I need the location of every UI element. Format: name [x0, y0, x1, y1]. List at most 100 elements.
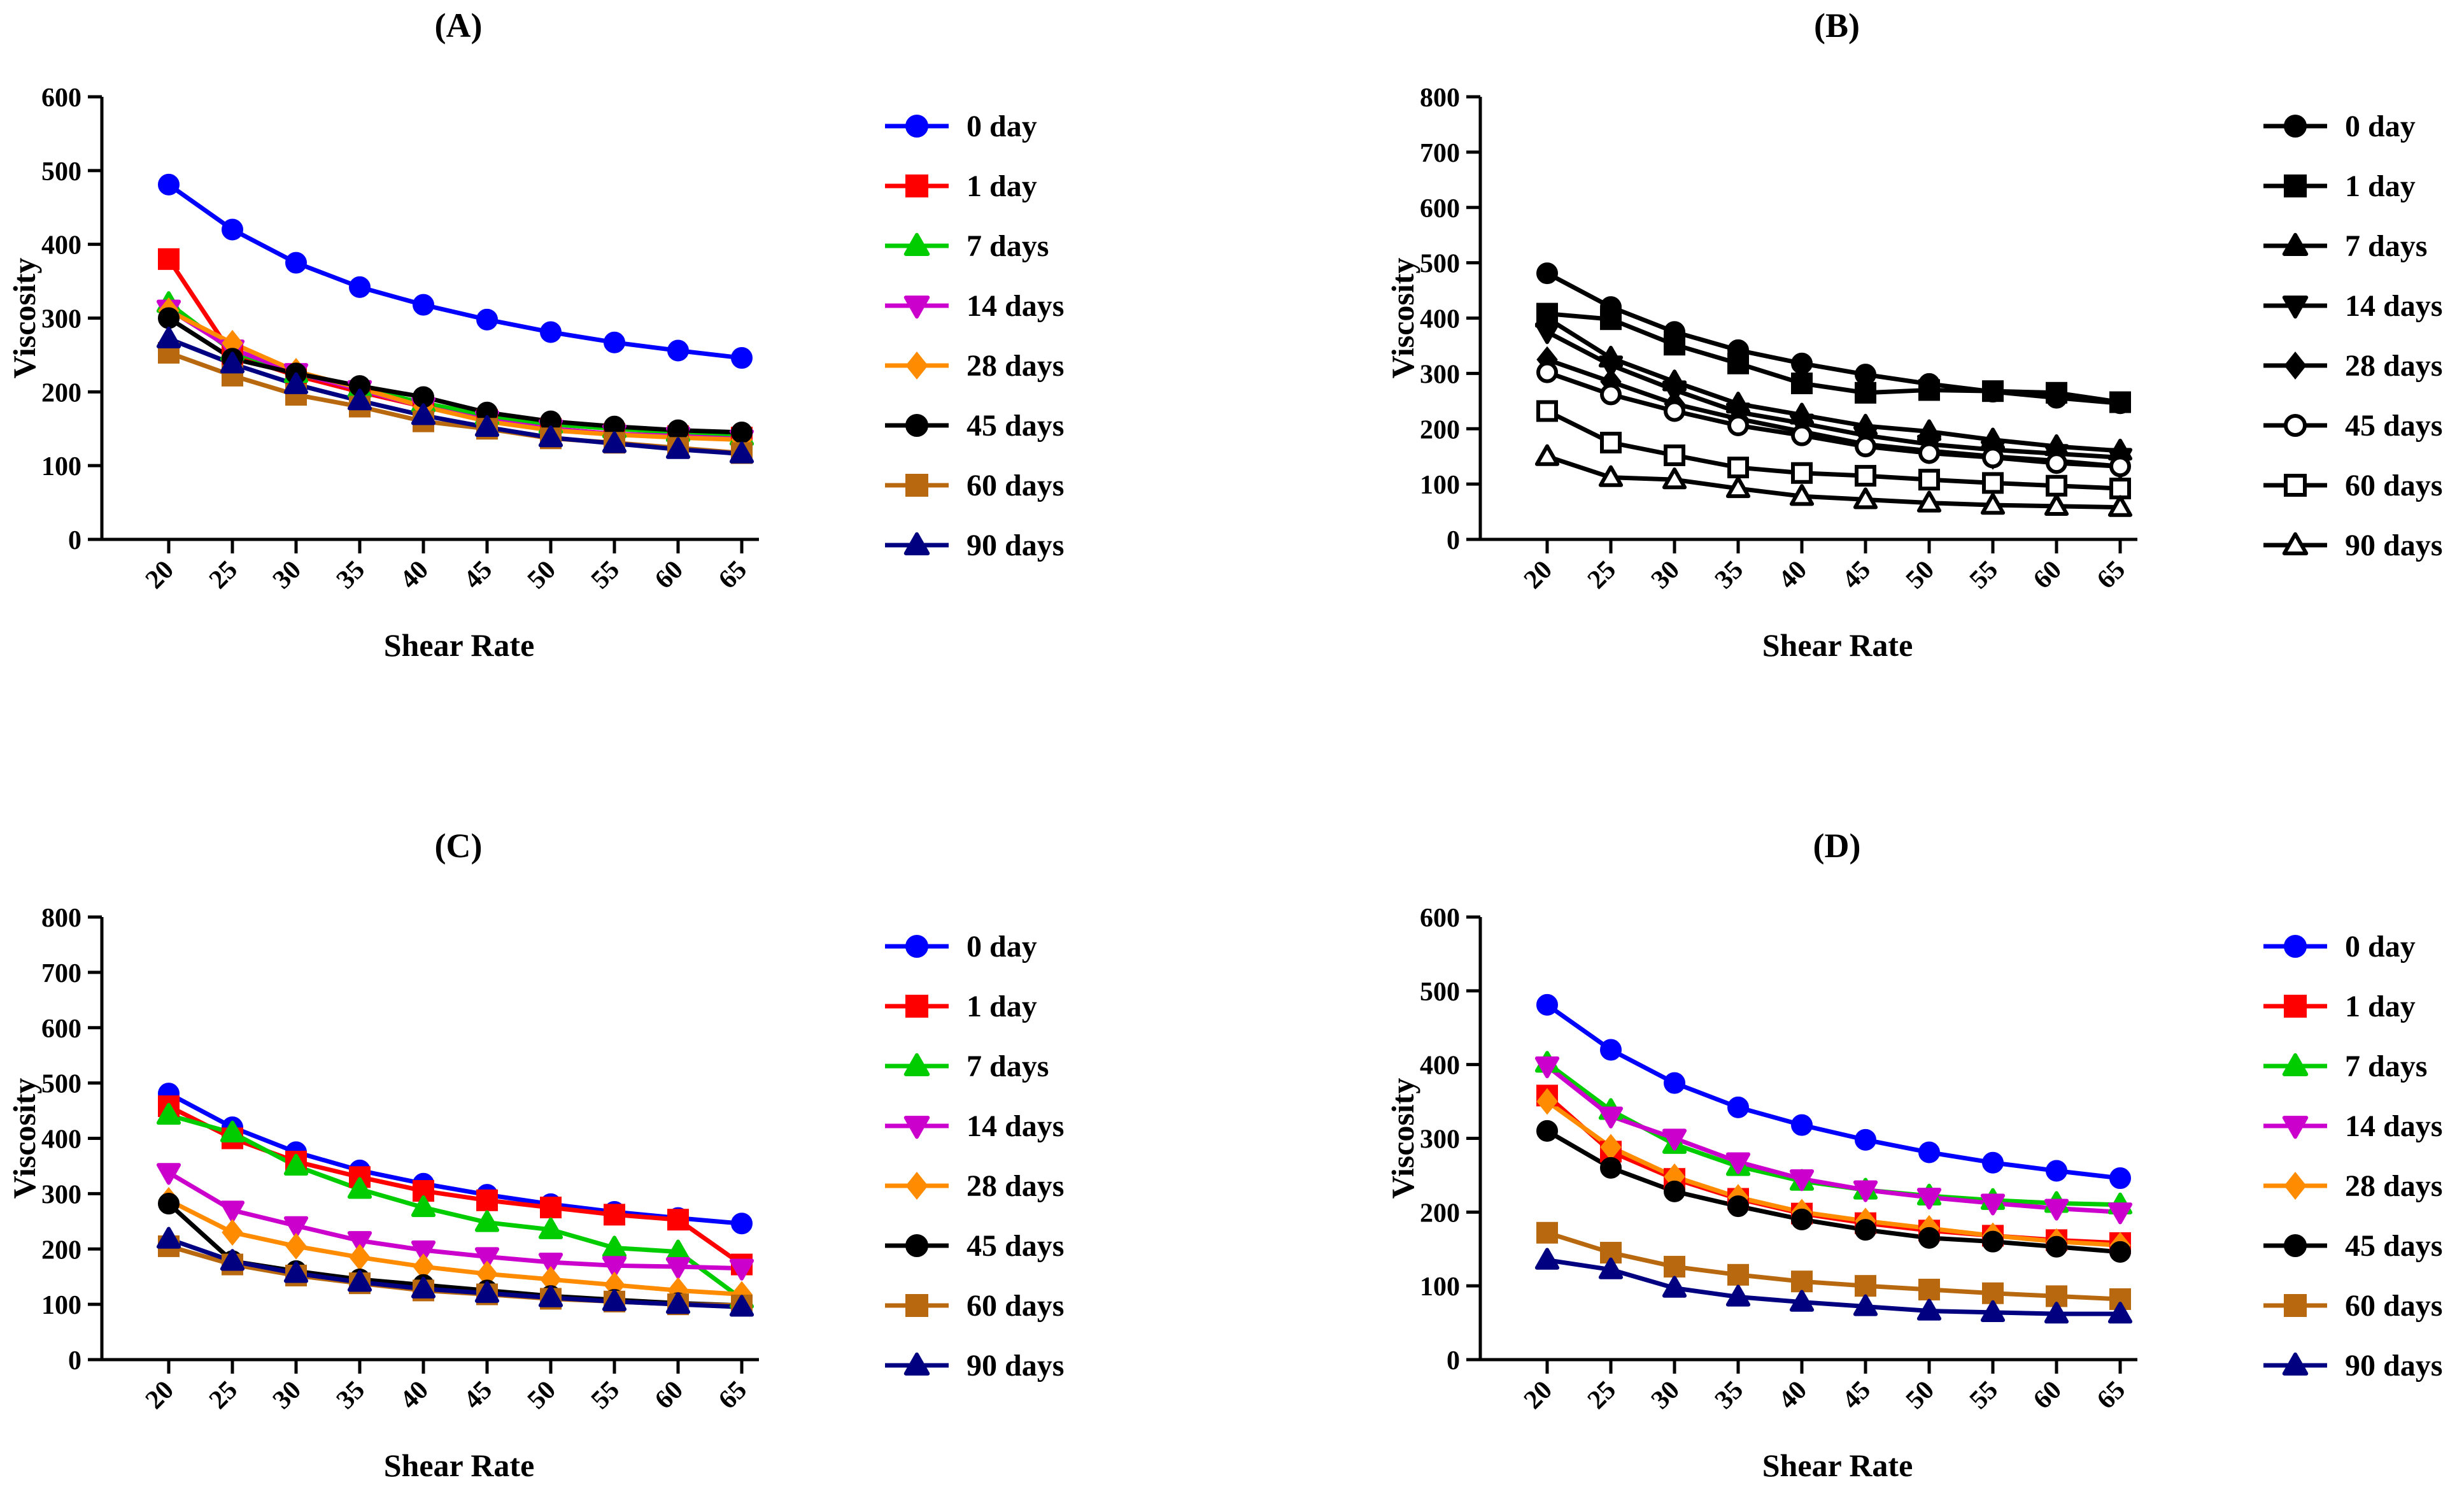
data-point [474, 1247, 500, 1269]
x-tick-label: 65 [2092, 1376, 2131, 1415]
data-point [1982, 1282, 2004, 1304]
legend-label: 7 days [2345, 1049, 2427, 1083]
x-tick-label: 25 [1582, 1376, 1622, 1415]
y-tick-label: 500 [41, 157, 81, 187]
legend-item: 45 days [885, 1229, 1064, 1263]
data-point [1791, 1114, 1813, 1136]
y-tick-label: 800 [41, 904, 81, 933]
data-point [1725, 1152, 1751, 1174]
x-tick-label: 65 [713, 1376, 753, 1415]
y-tick-label: 300 [41, 305, 81, 334]
data-point [1536, 1088, 1558, 1115]
legend-item: 7 days [2263, 229, 2427, 263]
series-line-4 [1545, 1064, 2121, 1214]
y-axis-title: Viscosity [1385, 258, 1420, 379]
data-point [283, 1261, 309, 1283]
data-point [156, 1163, 181, 1185]
y-tick-label: 100 [1420, 471, 1460, 500]
data-point [1536, 400, 1558, 422]
data-point [222, 218, 243, 241]
legend-marker [2284, 1234, 2307, 1257]
data-point [2046, 474, 2067, 497]
data-point [347, 388, 372, 411]
y-tick-label: 500 [41, 1070, 81, 1099]
x-tick-label: 40 [395, 1376, 434, 1415]
data-point [1598, 355, 1624, 378]
legend-item: 0 day [2263, 110, 2416, 143]
y-tick-label: 100 [41, 1291, 81, 1320]
data-point [1791, 1270, 1813, 1293]
y-tick-label: 0 [68, 526, 81, 555]
data-point [1853, 1294, 1878, 1316]
data-point [1725, 476, 1751, 499]
x-tick-label: 50 [1901, 555, 1940, 595]
legend-label: 28 days [966, 349, 1064, 383]
legend-label: 14 days [966, 1109, 1064, 1143]
data-point [2046, 381, 2067, 404]
data-point [1791, 352, 1813, 374]
series-line-1 [167, 1092, 742, 1226]
x-tick-label: 30 [267, 1376, 307, 1415]
legend-marker [903, 1053, 930, 1076]
y-tick-label: 0 [68, 1346, 81, 1376]
legend-label: 7 days [966, 229, 1049, 263]
legend-marker [2284, 1171, 2307, 1200]
data-point [411, 1240, 436, 1263]
data-point [665, 1256, 691, 1279]
data-point [1980, 493, 2006, 515]
data-point [2107, 1302, 2133, 1324]
legend-marker [903, 1352, 930, 1376]
panel-title: (B) [1814, 6, 1860, 45]
legend-label: 0 day [2345, 930, 2416, 964]
series-line-1 [167, 182, 742, 360]
legend-marker [905, 1234, 928, 1257]
legend-label: 0 day [2345, 110, 2416, 143]
data-point [1536, 993, 1558, 1016]
series-line-4 [1546, 330, 2121, 460]
legend-marker [903, 232, 930, 256]
data-point [1662, 467, 1687, 490]
data-point [2109, 455, 2131, 478]
legend-label: 7 days [2345, 229, 2427, 263]
series-line-5 [167, 308, 742, 443]
legend-item: 60 days [885, 469, 1064, 502]
legend-label: 14 days [2345, 289, 2442, 323]
data-point [602, 1289, 627, 1311]
data-point [413, 294, 434, 316]
legend-marker [2282, 1053, 2309, 1076]
x-axis-title: Shear Rate [1762, 627, 1913, 663]
panel-title: (A) [435, 6, 483, 45]
data-point [1855, 465, 1876, 487]
legend-item: 0 day [2263, 930, 2416, 964]
legend-item: 90 days [2263, 529, 2442, 562]
y-tick-label: 200 [41, 1235, 81, 1265]
data-point [1725, 1284, 1751, 1307]
x-tick-label: 30 [1646, 1376, 1685, 1415]
x-tick-label: 55 [586, 1376, 625, 1415]
data-point [1855, 1128, 1876, 1151]
legend-item: 1 day [885, 990, 1037, 1023]
x-tick-label: 35 [1710, 555, 1749, 595]
legend-label: 45 days [966, 1229, 1064, 1263]
series-line-2 [1547, 311, 2121, 405]
data-point [1855, 364, 1876, 386]
x-tick-label: 55 [1964, 555, 2004, 595]
legend-label: 60 days [966, 469, 1064, 502]
y-axis-title: Viscosity [6, 258, 42, 379]
data-point [347, 1177, 372, 1199]
legend-marker [2282, 1116, 2309, 1139]
data-point [283, 372, 309, 394]
data-point [1662, 1276, 1687, 1298]
chart-panel-4: (D) 0 100 200 300 400 500 600 20 25 30 35 40 45 50 55 60… [1385, 827, 2442, 1483]
legend-label: 90 days [966, 1349, 1064, 1383]
data-point [731, 347, 753, 369]
legend-label: 1 day [2345, 169, 2416, 203]
legend-label: 90 days [2345, 1349, 2442, 1383]
legend-marker [2282, 232, 2309, 256]
series-line-2 [167, 1104, 744, 1267]
legend-marker [2284, 414, 2307, 437]
series-line-3 [1546, 316, 2121, 453]
data-point [474, 1210, 500, 1232]
data-point [156, 1102, 181, 1125]
series-line-6 [167, 316, 742, 435]
